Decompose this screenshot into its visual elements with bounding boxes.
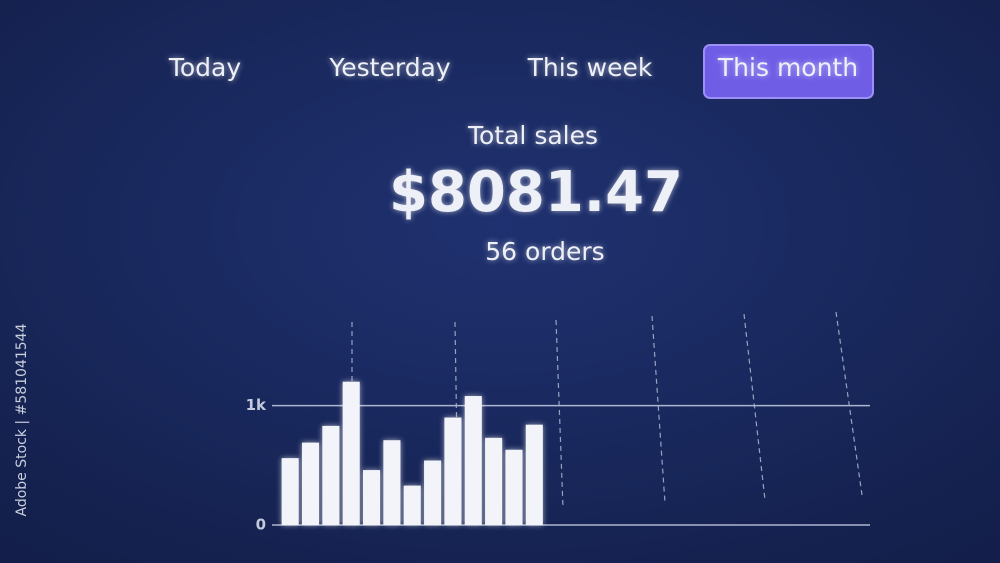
vertical-grid [351,311,863,515]
tab[interactable]: This week [527,53,653,82]
bar [363,470,381,525]
bar [403,485,421,525]
y-tick-label: 0 [256,516,266,534]
grid-line-vertical [454,321,459,513]
grid-line-vertical [743,313,766,501]
bar [525,424,543,525]
tab[interactable]: Yesterday [328,53,451,82]
bar [281,458,299,525]
bar [444,417,462,525]
sales-chart: 0 1k [246,311,870,534]
bar [464,396,482,525]
bar [301,442,320,525]
bar [505,449,523,525]
grid-line-vertical [835,311,863,496]
bar [383,440,401,525]
tab-active-bg[interactable] [703,44,874,99]
grid-line-vertical [555,319,564,509]
grid-line-vertical [651,315,666,504]
watermark: Adobe Stock | #581041544 [14,323,30,516]
bar [342,381,360,525]
summary-label: Total sales [467,121,598,150]
order-count: 56 orders [485,237,604,266]
tab[interactable]: This month [717,53,858,82]
bar [424,460,442,525]
bar [485,437,503,525]
total-sales: $8081.47 [389,160,683,225]
tab-bar: Today Yesterday This week This month [168,44,874,99]
y-tick-label: 1k [246,396,267,414]
tab[interactable]: Today [168,53,242,82]
bar [322,425,340,525]
